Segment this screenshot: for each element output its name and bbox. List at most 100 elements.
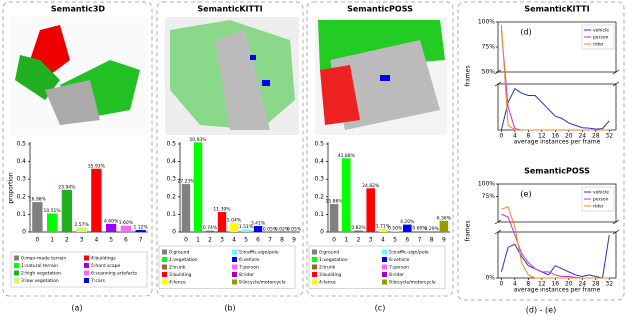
bar	[205, 230, 215, 232]
x-tick-label: 28	[592, 281, 600, 288]
legend-swatch	[312, 257, 317, 262]
legend-swatch	[14, 270, 19, 276]
panel-c	[306, 1, 454, 297]
x-tick-label: 3	[80, 237, 84, 244]
bar	[217, 211, 227, 232]
y-axis-label: frames	[465, 221, 472, 242]
x-tick-label: 0	[332, 237, 336, 244]
chart-title: SemanticKITTI	[524, 5, 589, 14]
legend-label: 2:trunk	[169, 265, 186, 271]
y-tick-label: 100%	[478, 19, 495, 26]
x-tick-label: 0	[35, 237, 39, 244]
value-label: 1.51%	[239, 224, 254, 230]
axis-break	[612, 69, 620, 75]
legend-swatch	[14, 255, 19, 261]
legend-label: rider	[593, 42, 604, 48]
bar	[105, 223, 117, 232]
value-label: 23.94%	[58, 184, 76, 190]
legend-swatch	[162, 264, 167, 270]
panel-de	[457, 1, 625, 301]
legend-label: 1:natural terrain	[21, 263, 58, 269]
bar	[46, 213, 58, 232]
y-tick-label: 0.3	[314, 176, 324, 183]
legend-label: 5:traffic-sign/pole	[239, 250, 279, 256]
bar	[135, 230, 146, 232]
y-tick-label: 75%	[482, 44, 496, 51]
series-line	[500, 24, 610, 131]
lower-frame	[497, 83, 617, 131]
x-tick-label: 8	[526, 133, 530, 140]
x-tick-label: 32	[605, 133, 613, 140]
legend-swatch	[382, 264, 387, 270]
legend-swatch	[84, 255, 89, 261]
legend-label: 6:vehicle	[389, 257, 410, 263]
value-label: 3.41%	[251, 220, 266, 226]
x-tick-label: 5	[109, 237, 113, 244]
x-axis-label: average instances per frame	[514, 139, 601, 146]
y-tick-label: 0.5	[166, 141, 176, 148]
legend-label: 6:vehicle	[239, 257, 260, 263]
legend-label: 7:person	[239, 265, 259, 271]
legend-label: 5:hard scape	[91, 263, 120, 269]
legend-frame	[10, 251, 148, 288]
x-tick-label: 8	[280, 237, 284, 244]
bar	[61, 189, 73, 232]
legend-swatch	[382, 249, 387, 255]
legend-label: rider	[593, 204, 604, 210]
x-tick-label: 7	[418, 237, 422, 244]
value-label: 10.51%	[44, 208, 62, 214]
axis-break	[612, 229, 620, 235]
image-a	[10, 17, 148, 135]
axis-break	[612, 219, 620, 225]
x-tick-label: 1	[196, 237, 200, 244]
x-tick-label: 4	[232, 237, 236, 244]
legend-swatch	[312, 279, 317, 285]
y-tick-label: 0.4	[16, 158, 26, 165]
x-tick-label: 0	[499, 133, 503, 140]
x-tick-label: 8	[430, 237, 434, 244]
legend-swatch	[232, 249, 237, 255]
legend-label: 2:high vegetation	[21, 271, 61, 277]
x-tick-label: 4	[513, 133, 517, 140]
value-label: 0.60%	[412, 225, 427, 231]
legend-label: person	[593, 197, 609, 203]
bar	[181, 184, 191, 232]
legend-swatch	[84, 270, 89, 276]
x-tick-label: 6	[405, 237, 409, 244]
x-tick-label: 24	[578, 281, 586, 288]
bar	[253, 225, 263, 232]
panel-label: (e)	[520, 190, 531, 199]
bar	[439, 220, 449, 232]
legend-label: 8:rider	[239, 272, 254, 278]
legend-swatch	[162, 279, 167, 285]
x-tick-label: 1	[50, 237, 54, 244]
value-label: 0.74%	[203, 225, 218, 231]
legend-label: 3:building	[319, 272, 342, 278]
x-tick-label: 2	[357, 237, 361, 244]
x-tick-label: 4	[94, 237, 98, 244]
value-label: 27.23%	[177, 179, 195, 185]
y-tick-label: 0.2	[166, 193, 176, 200]
bar	[76, 227, 87, 232]
bar	[32, 202, 43, 232]
x-tick-label: 20	[565, 281, 573, 288]
series-line	[501, 213, 610, 279]
x-tick-label: 9	[292, 237, 296, 244]
caption: (b)	[224, 304, 235, 313]
value-label: 0.82%	[351, 225, 366, 231]
lower-frame	[497, 231, 617, 279]
y-tick-label: 0.2	[314, 193, 324, 200]
value-label: 5.04%	[227, 218, 242, 224]
legend-label: 0:ground	[319, 250, 339, 256]
y-tick-label: 75%	[482, 193, 496, 200]
panel-b	[156, 1, 304, 297]
bar	[229, 223, 239, 232]
x-tick-label: 0	[184, 237, 188, 244]
legend-label: 4:buildings	[91, 256, 116, 262]
legend-label: person	[593, 35, 609, 41]
value-label: 4.20%	[400, 219, 415, 225]
value-label: 0.29%	[425, 226, 440, 232]
y-tick-label: 100%	[478, 181, 495, 188]
bar	[366, 188, 375, 232]
